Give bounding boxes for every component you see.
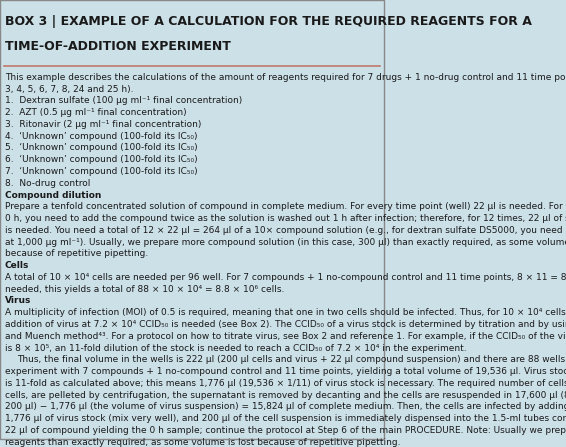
Text: 1.  Dextran sulfate (100 μg ml⁻¹ final concentration): 1. Dextran sulfate (100 μg ml⁻¹ final co… [5, 97, 242, 105]
Text: 6.  ‘Unknown’ compound (100-fold its IC₅₀): 6. ‘Unknown’ compound (100-fold its IC₅₀… [5, 155, 198, 164]
Text: addition of virus at 7.2 × 10⁴ CCID₅₀ is needed (see Box 2). The CCID₅₀ of a vir: addition of virus at 7.2 × 10⁴ CCID₅₀ is… [5, 320, 566, 329]
Text: at 1,000 μg ml⁻¹). Usually, we prepare more compound solution (in this case, 300: at 1,000 μg ml⁻¹). Usually, we prepare m… [5, 238, 566, 247]
Text: Prepare a tenfold concentrated solution of compound in complete medium. For ever: Prepare a tenfold concentrated solution … [5, 202, 566, 211]
Text: Virus: Virus [5, 296, 31, 305]
Text: experiment with 7 compounds + 1 no-compound control and 11 time points, yielding: experiment with 7 compounds + 1 no-compo… [5, 367, 566, 376]
Text: cells, are pelleted by centrifugation, the supernatant is removed by decanting a: cells, are pelleted by centrifugation, t… [5, 391, 566, 400]
FancyBboxPatch shape [0, 0, 384, 439]
Text: is needed. You need a total of 12 × 22 μl = 264 μl of a 10× compound solution (e: is needed. You need a total of 12 × 22 μ… [5, 226, 566, 235]
Text: 3.  Ritonavir (2 μg ml⁻¹ final concentration): 3. Ritonavir (2 μg ml⁻¹ final concentrat… [5, 120, 201, 129]
Text: 200 μl) − 1,776 μl (the volume of virus suspension) = 15,824 μl of complete medi: 200 μl) − 1,776 μl (the volume of virus … [5, 402, 566, 411]
Text: 8.  No-drug control: 8. No-drug control [5, 179, 91, 188]
Text: is 8 × 10⁵, an 11-fold dilution of the stock is needed to reach a CCID₅₀ of 7.2 : is 8 × 10⁵, an 11-fold dilution of the s… [5, 344, 466, 353]
Text: is 11-fold as calculated above; this means 1,776 μl (19,536 × 1/11) of virus sto: is 11-fold as calculated above; this mea… [5, 379, 566, 388]
Text: 0 h, you need to add the compound twice as the solution is washed out 1 h after : 0 h, you need to add the compound twice … [5, 214, 566, 223]
Text: 5.  ‘Unknown’ compound (100-fold its IC₅₀): 5. ‘Unknown’ compound (100-fold its IC₅₀… [5, 143, 198, 152]
Text: Compound dilution: Compound dilution [5, 190, 101, 199]
Text: reagents than exactly required, as some volume is lost because of repetitive pip: reagents than exactly required, as some … [5, 438, 401, 447]
Text: 3, 4, 5, 6, 7, 8, 24 and 25 h).: 3, 4, 5, 6, 7, 8, 24 and 25 h). [5, 84, 134, 94]
Text: 1,776 μl of virus stock (mix very well), and 200 μl of the cell suspension is im: 1,776 μl of virus stock (mix very well),… [5, 414, 566, 423]
Text: Cells: Cells [5, 261, 29, 270]
Text: and Muench method⁴³. For a protocol on how to titrate virus, see Box 2 and refer: and Muench method⁴³. For a protocol on h… [5, 332, 566, 341]
Text: TIME-OF-ADDITION EXPERIMENT: TIME-OF-ADDITION EXPERIMENT [5, 39, 231, 52]
Text: 2.  AZT (0.5 μg ml⁻¹ final concentration): 2. AZT (0.5 μg ml⁻¹ final concentration) [5, 108, 187, 117]
Text: Thus, the final volume in the wells is 222 μl (200 μl cells and virus + 22 μl co: Thus, the final volume in the wells is 2… [18, 355, 566, 364]
Text: This example describes the calculations of the amount of reagents required for 7: This example describes the calculations … [5, 73, 566, 82]
Text: needed, this yields a total of 88 × 10 × 10⁴ = 8.8 × 10⁶ cells.: needed, this yields a total of 88 × 10 ×… [5, 285, 284, 294]
Text: because of repetitive pipetting.: because of repetitive pipetting. [5, 249, 148, 258]
Text: 22 μl of compound yielding the 0 h sample; continue the protocol at Step 6 of th: 22 μl of compound yielding the 0 h sampl… [5, 426, 566, 435]
Text: A multiplicity of infection (MOI) of 0.5 is required, meaning that one in two ce: A multiplicity of infection (MOI) of 0.5… [5, 308, 566, 317]
Text: BOX 3 | EXAMPLE OF A CALCULATION FOR THE REQUIRED REAGENTS FOR A: BOX 3 | EXAMPLE OF A CALCULATION FOR THE… [5, 15, 532, 28]
Text: 7.  ‘Unknown’ compound (100-fold its IC₅₀): 7. ‘Unknown’ compound (100-fold its IC₅₀… [5, 167, 198, 176]
Text: 4.  ‘Unknown’ compound (100-fold its IC₅₀): 4. ‘Unknown’ compound (100-fold its IC₅₀… [5, 132, 198, 141]
Text: A total of 10 × 10⁴ cells are needed per 96 well. For 7 compounds + 1 no-compoun: A total of 10 × 10⁴ cells are needed per… [5, 273, 566, 282]
